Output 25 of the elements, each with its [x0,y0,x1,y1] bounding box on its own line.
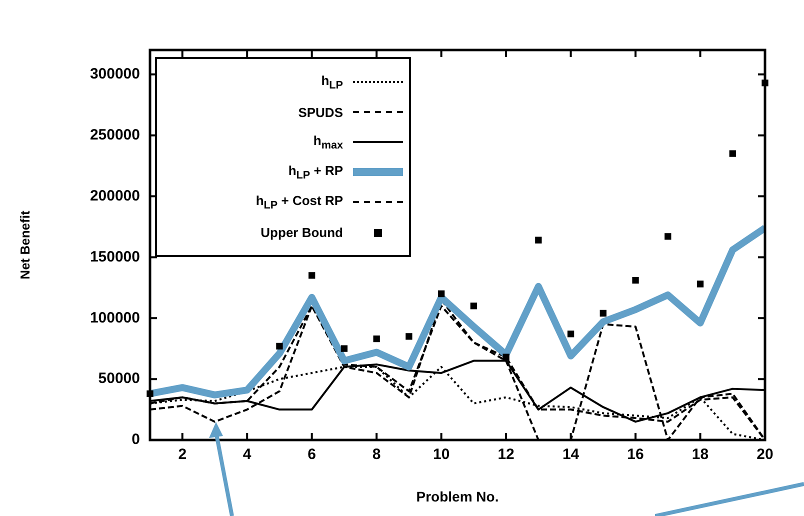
x-axis-title: Problem No. [416,488,499,504]
x-tick-label: 16 [627,446,644,464]
y-tick-label: 300000 [90,66,140,83]
x-tick-label: 2 [178,446,187,464]
y-tick-label: 200000 [90,187,140,204]
x-tick-label: 10 [432,446,450,464]
y-tick-label: 0 [132,431,140,448]
y-tick-label: 50000 [98,370,140,388]
x-tick-label: 8 [372,446,381,464]
legend-label: h$_{LP}$ + RP [288,162,343,182]
y-tick-label: 100000 [90,309,140,326]
x-tick-label: 12 [498,446,514,464]
x-tick-label: 6 [308,446,316,464]
x-tick-label: 4 [242,446,252,464]
y-tick-label: 250000 [90,126,140,144]
x-tick-label: 20 [756,446,774,464]
legend-label: Upper Bound [260,224,343,240]
legend-label: h$_{LP}$ [321,72,343,92]
legend-label: SPUDS [298,104,343,120]
y-tick-label: 150000 [90,248,140,266]
x-tick-label: 14 [562,446,580,464]
y-axis-title: Net Benefit [17,210,32,280]
legend-label: h$_{LP}$ + Cost RP [256,192,343,212]
legend-label: h$_{max}$ [313,132,343,152]
x-tick-label: 18 [692,446,709,464]
